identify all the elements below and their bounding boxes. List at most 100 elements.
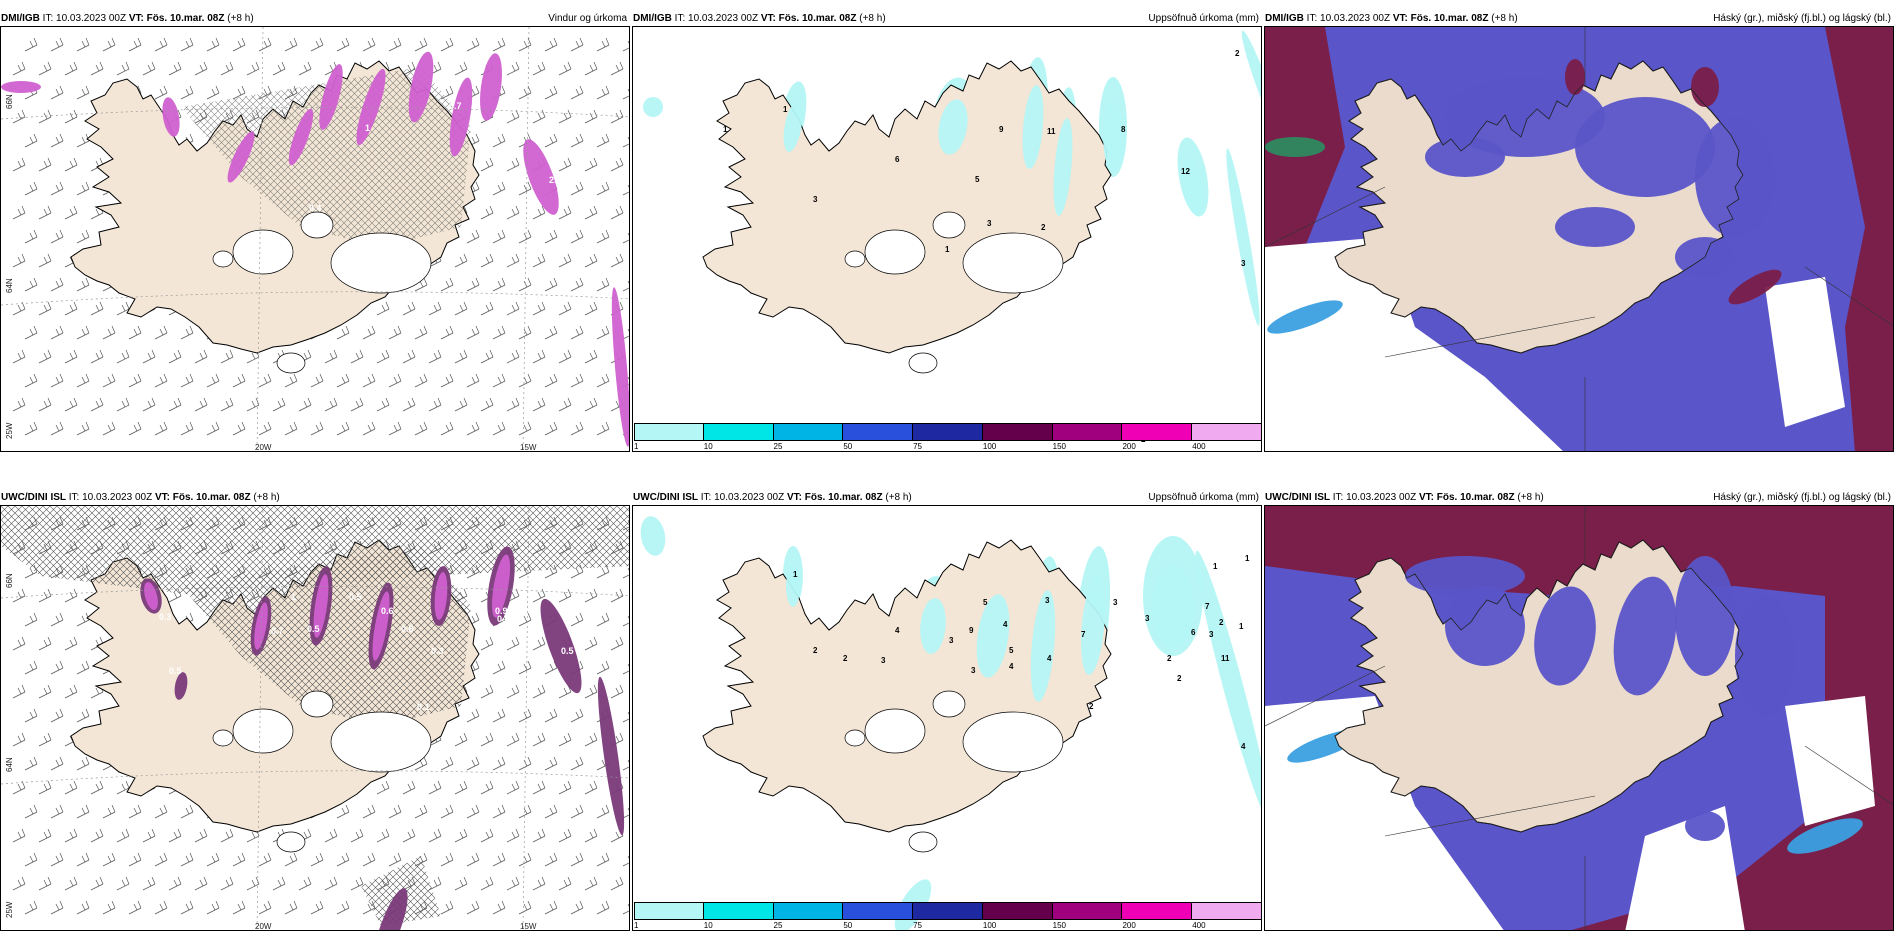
wind-barb — [180, 804, 194, 819]
wind-barb — [272, 397, 286, 412]
panel-title: Háský (gr.), miðský (fj.bl.) og lágský (… — [1713, 13, 1891, 24]
wind-barb — [12, 828, 26, 843]
wind-barb — [180, 900, 194, 915]
wind-barb — [12, 684, 26, 699]
wind-barb — [466, 852, 480, 867]
wind-barb — [232, 421, 246, 436]
wind-barb — [64, 301, 78, 316]
graticule-line — [1, 291, 629, 306]
wind-barb — [24, 421, 38, 436]
wind-barb — [610, 253, 624, 268]
wind-barb — [532, 301, 546, 316]
wind-barb — [376, 780, 390, 795]
wind-barb — [50, 85, 64, 100]
wind-barb — [232, 900, 246, 915]
colorbar-swatch — [773, 902, 844, 920]
wind-barb — [142, 876, 156, 891]
wind-barb — [596, 421, 610, 436]
wind-barb — [506, 157, 520, 172]
precip-area — [1081, 577, 1105, 675]
precip-value: 1 — [1239, 622, 1244, 631]
wind-barb — [506, 61, 520, 76]
wind-barb — [492, 325, 506, 340]
graticule-line — [1265, 665, 1386, 727]
panel-title: Uppsöfnuð úrkoma (mm) — [1148, 13, 1259, 24]
wind-barb — [362, 421, 376, 436]
wind-barb — [596, 325, 610, 340]
colorbar-tick-label: 100 — [982, 442, 997, 451]
wind-barb — [622, 40, 629, 52]
wind-barb — [38, 828, 52, 843]
wind-barb — [570, 37, 584, 52]
wind-barb — [558, 828, 572, 843]
wind-barb — [506, 828, 520, 843]
wind-barb — [480, 828, 494, 843]
wind-barb — [284, 373, 298, 388]
wind-barb — [116, 397, 130, 412]
wind-barb — [12, 253, 26, 268]
precip-value: 3 — [1145, 614, 1150, 623]
lon-label-20w: 20W — [255, 443, 272, 452]
wind-barb — [544, 133, 558, 148]
wind-barb — [90, 828, 104, 843]
precip-value: 8 — [1121, 125, 1126, 134]
valid-time: VT: Fös. 10.mar. 08Z — [786, 492, 883, 503]
wind-barb — [38, 301, 52, 316]
precip-streak — [523, 139, 559, 215]
precip-area — [783, 102, 803, 152]
wind-barb — [154, 421, 168, 436]
panel-header: DMI/IGB IT: 10.03.2023 00Z VT: Fös. 10.m… — [0, 10, 630, 28]
wind-barb — [492, 277, 506, 292]
wind-barb — [350, 349, 364, 364]
wind-barb — [90, 780, 104, 795]
wind-barb — [492, 373, 506, 388]
precip-area — [786, 565, 800, 607]
wind-barb — [220, 349, 234, 364]
wind-barb — [102, 421, 116, 436]
wind-barb — [480, 349, 494, 364]
wind-barb — [50, 373, 64, 388]
precip-value: 2 — [1219, 618, 1224, 627]
precip-value: 2 — [813, 646, 818, 655]
precip-value: 3 — [987, 219, 992, 228]
wind-barb — [454, 61, 468, 76]
precip-value: 3 — [881, 656, 886, 665]
wind-barb — [570, 421, 584, 436]
wind-barb — [154, 373, 168, 388]
wind-barb — [610, 636, 624, 651]
panel-cloud-dmi: DMI/IGB IT: 10.03.2023 00Z VT: Fös. 10.m… — [1264, 10, 1894, 458]
graticule-line — [1804, 745, 1893, 806]
high-cloud-area — [1675, 556, 1735, 676]
wind-barb — [64, 876, 78, 891]
wind-barb — [64, 205, 78, 220]
wind-barb — [596, 181, 610, 196]
graticule-line — [1804, 266, 1893, 327]
wind-barb — [532, 636, 546, 651]
wind-barb — [610, 205, 624, 220]
model-name: DMI/IGB — [1, 13, 40, 24]
wind-barb — [492, 852, 506, 867]
wind-barb — [154, 85, 168, 100]
wind-barb — [64, 109, 78, 124]
glacier-shape — [300, 690, 334, 718]
wind-precip-value: 0.5 — [169, 666, 182, 676]
precip-area — [1022, 85, 1044, 169]
wind-precip-value: 0.1 — [417, 702, 430, 712]
wind-barb — [506, 349, 520, 364]
precip-value: 4 — [1009, 662, 1014, 671]
wind-barb — [428, 397, 442, 412]
lead-time: (+8 h) — [1517, 492, 1544, 503]
glacier-shape — [864, 229, 926, 275]
wind-barb — [532, 684, 546, 699]
wind-barb — [492, 804, 506, 819]
wind-barb — [180, 325, 194, 340]
wind-barb — [532, 349, 546, 364]
panel-title: Vindur og úrkoma — [548, 13, 627, 24]
precip-value: 3 — [813, 195, 818, 204]
init-time: IT: 10.03.2023 00Z — [68, 492, 153, 503]
precip-area — [1103, 102, 1123, 172]
wind-barb — [324, 876, 338, 891]
precip-value: 6 — [1191, 628, 1196, 637]
wind-barb — [428, 301, 442, 316]
precip-streak — [162, 97, 180, 137]
